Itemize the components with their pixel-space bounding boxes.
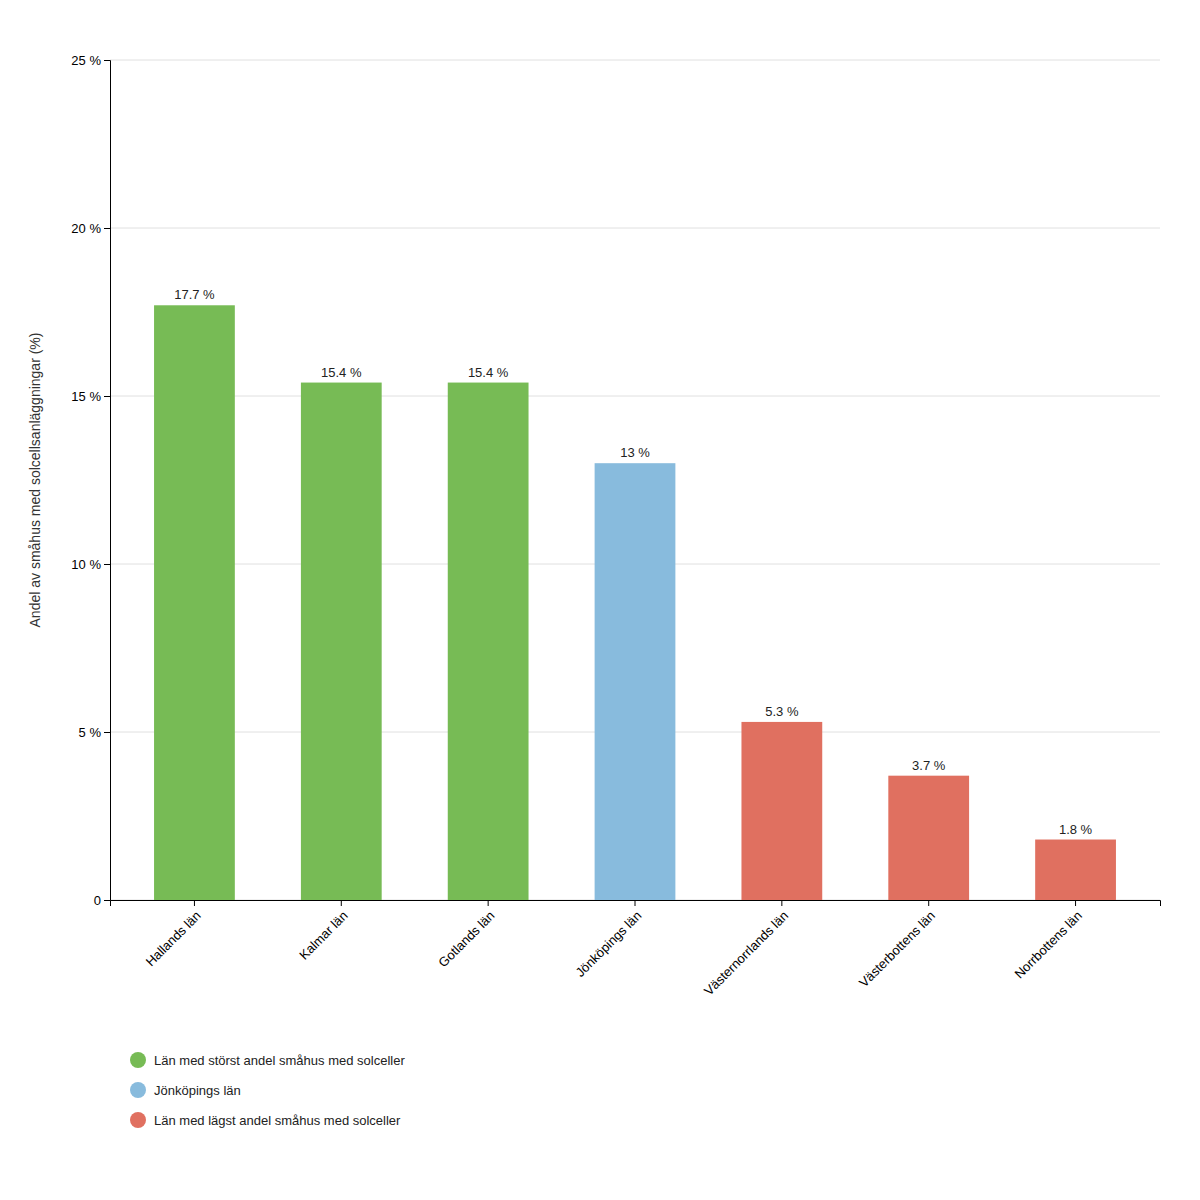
x-tick: Västernorrlands län [701,900,791,998]
x-tick-mark [781,900,782,906]
x-tick: Västerbottens län [856,900,938,990]
legend-swatch [130,1082,146,1098]
y-tick-mark [104,900,110,901]
chart: 17.7 % 15.4 % 15.4 % 13 % 5.3 % 3.7 % 1.8 % Hal… [0,0,1200,1200]
legend-swatch [130,1052,146,1068]
y-tick: 15 % [71,389,110,404]
data-labels: 17.7 % 15.4 % 15.4 % 13 % 5.3 % 3.7 % 1.8 % [174,287,1092,836]
legend-item: Jönköpings län [130,1082,241,1098]
bar [888,776,969,900]
legend-item: Län med störst andel småhus med solcelle… [130,1052,405,1068]
legend: Län med störst andel småhus med solcelle… [130,1052,405,1128]
y-tick: 5 % [79,725,110,740]
x-tick-mark [341,900,342,906]
y-tick-label: 5 % [79,725,102,740]
legend-label: Jönköpings län [154,1083,241,1098]
x-tick: Hallands län [143,900,204,969]
x-tick-mark [194,900,195,906]
y-tick-mark [104,732,110,733]
bars [154,305,1116,900]
x-tick-label: Gotlands län [435,908,497,970]
y-tick: 10 % [71,557,110,572]
data-label: 5.3 % [765,704,799,719]
x-tick-label: Hallands län [143,908,204,969]
grid-line [110,228,1160,229]
y-tick: 20 % [71,221,110,236]
bar [154,305,235,900]
bar [595,463,676,900]
y-axis-line [104,61,111,901]
y-tick-label: 20 % [71,221,101,236]
x-tick-mark [1075,900,1076,906]
plot: 17.7 % 15.4 % 15.4 % 13 % 5.3 % 3.7 % 1.8 % Hal… [71,53,1160,999]
x-tick-label: Kalmar län [296,908,351,963]
bar [448,383,529,900]
legend-item: Län med lägst andel småhus med solceller [130,1112,401,1128]
x-tick: Gotlands län [435,900,497,970]
x-tick-label: Jönköpings län [572,908,644,980]
data-label: 15.4 % [321,365,362,380]
grid-line [110,60,1160,61]
x-tick: Jönköpings län [572,900,644,980]
x-tick: Kalmar län [296,900,351,963]
legend-label: Län med lägst andel småhus med solceller [154,1113,401,1128]
bar [741,722,822,900]
data-label: 15.4 % [468,365,509,380]
x-tick-label: Västerbottens län [856,908,938,990]
x-tick-mark [928,900,929,906]
y-tick-label: 0 [94,893,101,908]
y-tick: 0 [94,893,110,908]
bar [1035,840,1116,900]
y-tick-mark [104,396,110,397]
y-axis: 0 5 % 10 % 15 % 20 % 25 % [71,53,110,908]
data-label: 3.7 % [912,758,946,773]
data-label: 13 % [620,445,650,460]
y-tick-mark [104,228,110,229]
bar [301,383,382,900]
y-tick-label: 15 % [71,389,101,404]
y-tick-mark [104,60,110,61]
x-axis-line [111,901,1161,907]
y-axis-title: Andel av småhus med solcellsanläggningar… [27,333,43,628]
x-tick: Norrbottens län [1012,900,1085,981]
y-tick-label: 25 % [71,53,101,68]
y-tick: 25 % [71,53,110,68]
x-axis: Hallands län Kalmar län Gotlands län Jönköp… [111,900,1161,998]
x-tick-label: Norrbottens län [1012,908,1085,981]
grid-line [110,396,1160,397]
x-tick-mark [635,900,636,906]
data-label: 17.7 % [174,287,215,302]
x-tick-mark [488,900,489,906]
y-tick-label: 10 % [71,557,101,572]
x-tick-label: Västernorrlands län [701,908,791,998]
legend-label: Län med störst andel småhus med solcelle… [154,1053,405,1068]
y-tick-mark [104,564,110,565]
grid [110,60,1160,900]
data-label: 1.8 % [1059,822,1093,837]
legend-swatch [130,1112,146,1128]
